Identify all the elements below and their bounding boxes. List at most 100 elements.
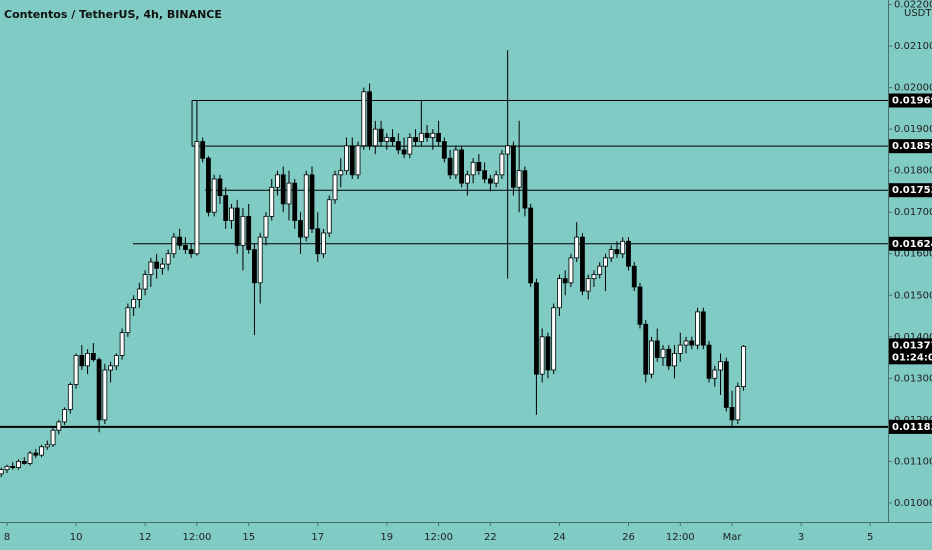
- candle-body: [56, 421, 62, 431]
- level-label-box: [889, 93, 932, 108]
- candle-body: [183, 245, 188, 250]
- candle-body: [562, 278, 568, 284]
- candle-body: [177, 236, 183, 246]
- candle-body: [608, 249, 614, 259]
- candle-body: [246, 215, 252, 250]
- candle-body: [217, 178, 223, 196]
- candle-body: [10, 465, 16, 468]
- y-tick-label: 0.01300: [894, 373, 932, 384]
- candle-body: [643, 323, 649, 375]
- candle-body: [159, 263, 165, 269]
- candle-body: [723, 361, 729, 408]
- candle-body: [355, 145, 361, 176]
- candle-body: [551, 307, 557, 371]
- candle-body: [735, 386, 741, 421]
- y-tick-label: 0.02100: [894, 41, 932, 52]
- y-tick-label: 0.02200: [894, 0, 932, 11]
- candle-body: [395, 141, 401, 151]
- y-tick-label: 0.01500: [894, 290, 932, 301]
- y-tick-label: 0.01800: [894, 166, 932, 177]
- candle-body: [407, 137, 413, 155]
- candle-body: [292, 182, 298, 221]
- candle-body: [16, 460, 21, 468]
- candle-body: [424, 132, 430, 138]
- candle-body: [580, 236, 585, 292]
- candle-body: [286, 182, 292, 205]
- candle-body: [372, 128, 378, 147]
- level-label-box: [889, 183, 932, 198]
- candle-body: [338, 170, 344, 176]
- candle-body: [171, 236, 177, 255]
- candle-body: [441, 141, 447, 159]
- candle-body: [626, 240, 631, 267]
- candle-body: [229, 207, 234, 221]
- candle-body: [188, 249, 194, 255]
- candle-body: [637, 286, 643, 325]
- candle-body: [401, 149, 407, 155]
- candle-body: [493, 174, 499, 184]
- level-label: 0.01624: [892, 239, 932, 250]
- candle-body: [332, 174, 338, 201]
- candle-body: [574, 236, 580, 259]
- candle-body: [90, 352, 96, 361]
- candle-body: [436, 132, 441, 143]
- candle-body: [591, 274, 597, 280]
- level-label-box: [889, 236, 932, 251]
- candle-body: [142, 274, 148, 290]
- candle-body: [108, 365, 113, 371]
- x-tick-label: 19: [380, 532, 393, 543]
- x-tick-label: 24: [553, 532, 566, 543]
- y-tick-label: 0.01400: [894, 332, 932, 343]
- candle-body: [534, 282, 539, 375]
- level-label: 0.01969: [892, 95, 932, 106]
- chart-title: Contentos / TetherUS, 4h, BINANCE: [4, 8, 222, 21]
- candle-body: [275, 174, 280, 188]
- candle-body: [298, 220, 303, 238]
- candle-body: [545, 336, 551, 371]
- candle-body: [677, 344, 683, 354]
- candle-body: [119, 332, 125, 356]
- candle-body: [96, 359, 102, 421]
- x-tick-label: 5: [867, 532, 873, 543]
- candle-body: [418, 132, 424, 143]
- candle-body: [649, 340, 654, 375]
- candle-body: [321, 232, 326, 255]
- candle-body: [39, 446, 44, 456]
- candle-body: [620, 240, 626, 255]
- candle-body: [482, 170, 488, 180]
- candle-body: [27, 452, 33, 464]
- candle-body: [148, 261, 154, 275]
- candle-body: [240, 215, 246, 246]
- candle-body: [487, 178, 493, 184]
- candle-body: [257, 236, 263, 284]
- candle-body: [384, 137, 390, 143]
- candle-body: [125, 307, 131, 334]
- candle-body: [200, 141, 206, 159]
- candle-body: [499, 153, 505, 176]
- candle-body: [344, 145, 349, 172]
- candle-body: [597, 265, 603, 275]
- candle-body: [689, 340, 695, 346]
- candle-body: [453, 149, 459, 176]
- countdown-label: 01:24:00: [892, 352, 932, 363]
- candle-body: [700, 311, 706, 346]
- candle-body: [476, 161, 482, 172]
- candle-body: [315, 228, 321, 255]
- candle-body: [522, 170, 528, 209]
- candle-body: [718, 361, 723, 371]
- candle-body: [85, 352, 90, 367]
- x-tick-label: 15: [242, 532, 255, 543]
- candle-body: [309, 174, 315, 230]
- candle-body: [390, 137, 395, 143]
- candle-body: [165, 253, 171, 265]
- candle-body: [585, 278, 591, 292]
- candle-body: [447, 157, 453, 176]
- level-label-box: [889, 139, 932, 154]
- y-tick-label: 0.01700: [894, 207, 932, 218]
- x-tick-label: 12:00: [424, 532, 453, 543]
- candle-body: [62, 409, 67, 423]
- candle-body: [706, 344, 712, 379]
- candle-body: [361, 91, 367, 147]
